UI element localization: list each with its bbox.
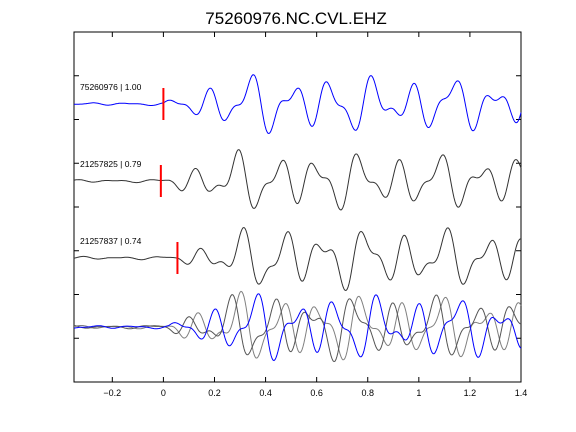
trace-label: 21257837 | 0.74 — [80, 236, 142, 246]
trace-line — [73, 149, 522, 211]
chart-title: 75260976.NC.CVL.EHZ — [205, 9, 386, 28]
x-tick-label: 0.6 — [310, 388, 323, 398]
trace-line — [73, 74, 522, 135]
overlay-trace-line — [73, 294, 522, 363]
x-tick-label: 0.8 — [361, 388, 374, 398]
x-tick-label: 1 — [416, 388, 421, 398]
x-tick-label: 1.4 — [515, 388, 528, 398]
trace-label: 75260976 | 1.00 — [80, 82, 142, 92]
x-tick-label: 0.2 — [208, 388, 221, 398]
axes-layer: −0.2 0 0.2 0.4 0.6 0.8 1 1.2 1.4 — [74, 32, 527, 398]
overlay-trace-line — [73, 290, 522, 361]
x-tick-label: 0.4 — [259, 388, 272, 398]
overlay-trace-line — [73, 293, 522, 362]
traces-layer: 75260976 | 1.00 21257825 | 0.79 21257837 |… — [73, 74, 522, 363]
x-tick-label: 0 — [161, 388, 166, 398]
x-tick-label: −0.2 — [103, 388, 121, 398]
trace-line — [73, 226, 522, 292]
trace-label: 21257825 | 0.79 — [80, 159, 142, 169]
x-tick-label: 1.2 — [464, 388, 477, 398]
